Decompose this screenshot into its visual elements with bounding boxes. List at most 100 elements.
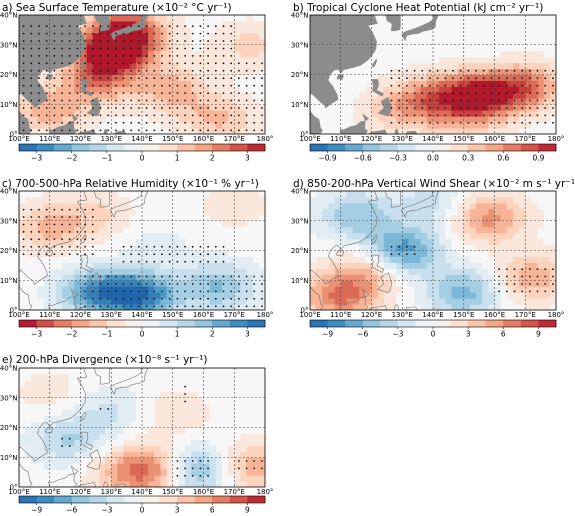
significance-dot <box>207 121 210 124</box>
land-shape <box>80 79 93 97</box>
significance-dot <box>30 129 33 132</box>
significance-dot <box>184 99 187 102</box>
lon-tick-label: 120°E <box>70 135 91 143</box>
lon-tick-label: 100°E <box>8 488 29 496</box>
colorbar-segment <box>54 496 73 503</box>
significance-dot <box>84 223 86 226</box>
significance-dot <box>168 107 171 109</box>
significance-dot <box>38 231 40 233</box>
significance-dot <box>544 99 547 102</box>
lat-tick-label: 30°N <box>0 41 18 49</box>
significance-dot <box>222 260 225 263</box>
significance-dot <box>45 47 48 50</box>
significance-dot <box>544 84 547 87</box>
significance-dot <box>99 129 102 132</box>
significance-dot <box>130 47 133 50</box>
significance-dot <box>76 107 79 109</box>
significance-dot <box>115 275 117 278</box>
significance-dot <box>421 77 424 80</box>
significance-dot <box>214 32 217 35</box>
significance-dot <box>199 84 202 87</box>
significance-dot <box>191 114 194 117</box>
significance-dot <box>38 55 40 57</box>
significance-dot <box>261 62 263 65</box>
significance-dot <box>145 129 148 132</box>
significance-dot <box>107 40 110 42</box>
significance-dot <box>91 84 94 87</box>
significance-dot <box>53 216 56 218</box>
significance-dot <box>199 305 202 308</box>
significance-dot <box>115 77 117 80</box>
significance-dot <box>253 107 256 109</box>
significance-dot <box>53 40 56 42</box>
significance-dot <box>498 107 500 109</box>
significance-dot <box>161 107 163 109</box>
lat-tick-label: 30°N <box>0 217 18 225</box>
significance-dot <box>429 92 431 94</box>
colorbar-segment <box>397 320 416 327</box>
significance-dot <box>91 129 94 132</box>
significance-dot <box>53 253 56 256</box>
significance-dot <box>84 92 86 94</box>
significance-dot <box>68 437 71 440</box>
significance-dot <box>521 268 524 270</box>
significance-dot <box>452 107 454 109</box>
significance-dot <box>99 121 102 124</box>
significance-dot <box>214 275 217 278</box>
significance-dot <box>168 297 171 300</box>
significance-dot <box>91 216 94 218</box>
significance-dot <box>261 460 263 462</box>
land-shape <box>80 431 94 450</box>
significance-dot <box>536 268 539 270</box>
significance-dot <box>161 283 163 285</box>
significance-dot <box>76 231 79 233</box>
significance-dot <box>245 99 248 102</box>
significance-dot <box>498 268 500 270</box>
significance-dot <box>238 107 240 109</box>
significance-dot <box>544 121 547 124</box>
significance-dot <box>45 238 48 241</box>
significance-dot <box>436 99 439 102</box>
significance-dot <box>22 99 25 102</box>
significance-dot <box>84 77 86 80</box>
significance-dot <box>245 305 248 308</box>
significance-dot <box>30 69 33 72</box>
lon-tick-label: 160°E <box>193 311 214 319</box>
significance-dot <box>161 77 163 80</box>
colorbar-segment <box>310 320 328 327</box>
significance-dot <box>199 129 202 132</box>
significance-dot <box>30 208 33 211</box>
significance-dot <box>214 107 217 109</box>
significance-dot <box>214 62 217 65</box>
significance-dot <box>406 121 408 124</box>
colorbar-tick-label: −1 <box>101 154 112 163</box>
significance-dot <box>521 84 524 87</box>
significance-dot <box>130 305 133 308</box>
significance-dot <box>238 92 240 94</box>
significance-dot <box>459 121 462 124</box>
colorbar-segment <box>503 144 522 151</box>
significance-dot <box>245 62 248 65</box>
significance-dot <box>38 245 40 248</box>
lon-tick-label: 160°E <box>193 135 214 143</box>
significance-dot <box>513 99 516 102</box>
lon-tick-label: 160°E <box>484 135 505 143</box>
significance-dot <box>429 107 431 109</box>
lon-tick-label: 130°E <box>392 135 413 143</box>
lon-tick-label: 130°E <box>101 488 122 496</box>
significance-dot <box>61 47 63 50</box>
significance-dot <box>529 99 531 102</box>
land-shape <box>48 113 78 134</box>
significance-dot <box>61 84 63 87</box>
significance-dot <box>413 77 416 80</box>
colorbar-tick-label: 1 <box>175 330 180 339</box>
significance-dot <box>207 107 210 109</box>
significance-dot <box>168 25 171 28</box>
significance-dot <box>138 121 140 124</box>
significance-dot <box>138 114 140 117</box>
significance-dot <box>199 99 202 102</box>
land-shape <box>76 482 97 487</box>
significance-dot <box>161 62 163 65</box>
significance-dot <box>199 121 202 124</box>
significance-dot <box>482 121 485 124</box>
